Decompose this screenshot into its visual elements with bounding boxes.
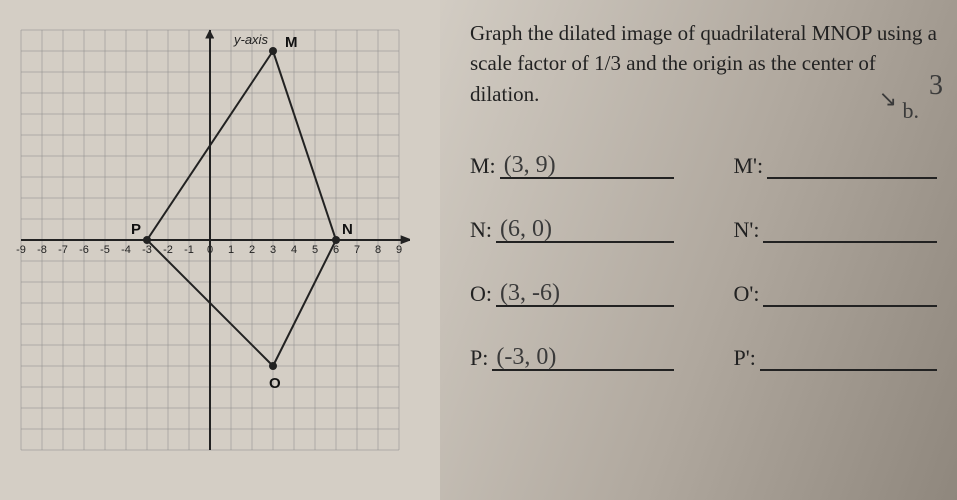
coord-blank-m-prime[interactable] bbox=[767, 149, 937, 179]
coord-blank-n-prime[interactable] bbox=[763, 213, 937, 243]
coord-blank-o[interactable]: (3, -6) bbox=[496, 277, 674, 307]
prompt-text: Graph the dilated image of quadrilateral… bbox=[470, 18, 937, 109]
svg-text:-2: -2 bbox=[163, 244, 173, 256]
coord-row-p-prime: P': bbox=[734, 329, 938, 371]
svg-text:1: 1 bbox=[228, 244, 234, 256]
coord-row-o: O: (3, -6) bbox=[470, 265, 674, 307]
coordinates-block: M: (3, 9) N: (6, 0) O: (3, -6) P: bbox=[470, 137, 937, 393]
svg-text:M: M bbox=[285, 34, 298, 51]
svg-text:-4: -4 bbox=[121, 244, 131, 256]
svg-text:-9: -9 bbox=[16, 244, 26, 256]
coord-blank-p[interactable]: (-3, 0) bbox=[492, 341, 673, 371]
svg-text:3: 3 bbox=[270, 244, 276, 256]
graph-panel: -9-8-7-6-5-4-3-2-10123456789y-axisx-axis… bbox=[0, 0, 440, 500]
handwritten-note-3: 3 bbox=[929, 70, 943, 102]
svg-text:2: 2 bbox=[249, 244, 255, 256]
svg-text:y-axis: y-axis bbox=[233, 32, 268, 47]
svg-text:-3: -3 bbox=[142, 244, 152, 256]
coord-value-p: (-3, 0) bbox=[496, 344, 556, 371]
svg-text:-1: -1 bbox=[184, 244, 194, 256]
svg-text:7: 7 bbox=[354, 244, 360, 256]
coord-value-n: (6, 0) bbox=[500, 216, 552, 243]
handwritten-note-b: b. bbox=[903, 98, 920, 124]
handwritten-arrow: ↘ bbox=[879, 86, 897, 112]
coord-row-p: P: (-3, 0) bbox=[470, 329, 674, 371]
coord-value-o: (3, -6) bbox=[500, 280, 560, 307]
coord-label-m-prime: M': bbox=[734, 153, 764, 179]
svg-text:-7: -7 bbox=[58, 244, 68, 256]
coord-blank-m[interactable]: (3, 9) bbox=[500, 149, 674, 179]
coord-blank-n[interactable]: (6, 0) bbox=[496, 213, 674, 243]
svg-text:0: 0 bbox=[207, 244, 213, 256]
coord-row-n: N: (6, 0) bbox=[470, 201, 674, 243]
svg-text:O: O bbox=[269, 375, 281, 392]
coord-blank-o-prime[interactable] bbox=[763, 277, 937, 307]
coord-value-m: (3, 9) bbox=[504, 152, 556, 179]
svg-text:-6: -6 bbox=[79, 244, 89, 256]
coord-row-o-prime: O': bbox=[734, 265, 938, 307]
coord-label-n: N: bbox=[470, 217, 492, 243]
coord-row-m: M: (3, 9) bbox=[470, 137, 674, 179]
coord-label-m: M: bbox=[470, 153, 496, 179]
coord-label-o-prime: O': bbox=[734, 281, 760, 307]
svg-text:4: 4 bbox=[291, 244, 297, 256]
coord-row-m-prime: M': bbox=[734, 137, 938, 179]
coord-label-o: O: bbox=[470, 281, 492, 307]
coord-row-n-prime: N': bbox=[734, 201, 938, 243]
coord-blank-p-prime[interactable] bbox=[760, 341, 937, 371]
coordinate-grid: -9-8-7-6-5-4-3-2-10123456789y-axisx-axis… bbox=[10, 20, 410, 460]
image-coords-column: M': N': O': P': bbox=[734, 137, 938, 393]
svg-text:8: 8 bbox=[375, 244, 381, 256]
svg-text:-8: -8 bbox=[37, 244, 47, 256]
coord-label-n-prime: N': bbox=[734, 217, 760, 243]
svg-text:5: 5 bbox=[312, 244, 318, 256]
question-panel: Graph the dilated image of quadrilateral… bbox=[440, 0, 957, 500]
coord-label-p: P: bbox=[470, 345, 488, 371]
svg-text:N: N bbox=[342, 221, 353, 238]
svg-text:9: 9 bbox=[396, 244, 402, 256]
svg-text:-5: -5 bbox=[100, 244, 110, 256]
coord-label-p-prime: P': bbox=[734, 345, 756, 371]
svg-text:P: P bbox=[131, 221, 141, 238]
original-coords-column: M: (3, 9) N: (6, 0) O: (3, -6) P: bbox=[470, 137, 674, 393]
